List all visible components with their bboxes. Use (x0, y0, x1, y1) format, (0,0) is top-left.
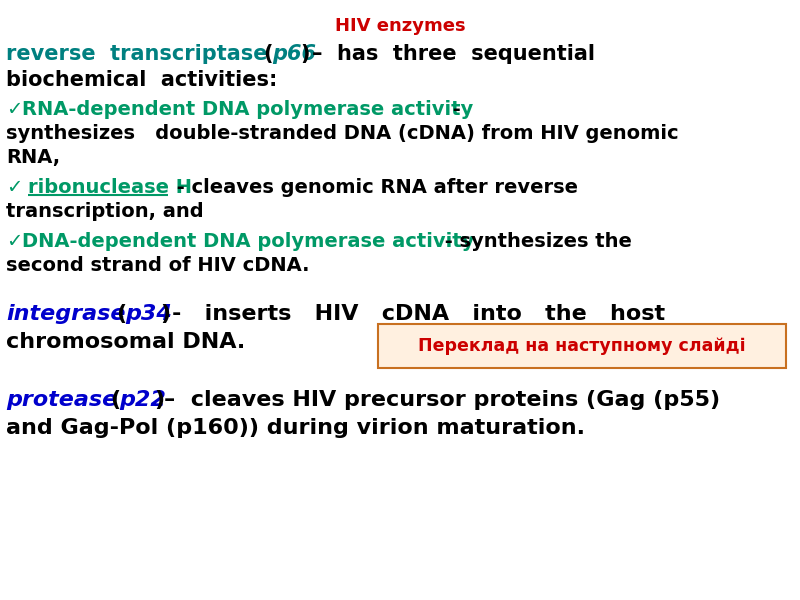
Text: synthesizes   double-stranded DNA (cDNA) from HIV genomic: synthesizes double-stranded DNA (cDNA) f… (6, 124, 678, 143)
Text: chromosomal DNA.: chromosomal DNA. (6, 332, 246, 352)
Text: ✓: ✓ (6, 100, 22, 119)
Text: RNA-dependent DNA polymerase activity: RNA-dependent DNA polymerase activity (22, 100, 474, 119)
Text: ): ) (154, 390, 164, 410)
Text: -   inserts   HIV   cDNA   into   the   host: - inserts HIV cDNA into the host (172, 304, 665, 324)
Text: (: ( (110, 390, 120, 410)
Text: -: - (446, 100, 461, 119)
Text: - cleaves genomic RNA after reverse: - cleaves genomic RNA after reverse (170, 178, 578, 197)
Text: p66: p66 (272, 44, 316, 64)
Text: - synthesizes the: - synthesizes the (438, 232, 632, 251)
Text: p22: p22 (119, 390, 166, 410)
Text: –  cleaves HIV precursor proteins (Gag (p55): – cleaves HIV precursor proteins (Gag (p… (164, 390, 720, 410)
Text: biochemical  activities:: biochemical activities: (6, 70, 278, 90)
Text: –  has  three  sequential: – has three sequential (312, 44, 595, 64)
Text: (: ( (263, 44, 273, 64)
Text: reverse  transcriptase: reverse transcriptase (6, 44, 267, 64)
Text: ✓: ✓ (6, 232, 22, 251)
FancyBboxPatch shape (378, 324, 786, 368)
Text: integrase: integrase (6, 304, 126, 324)
Text: p34: p34 (125, 304, 172, 324)
Text: ribonuclease H: ribonuclease H (28, 178, 192, 197)
Text: second strand of HIV cDNA.: second strand of HIV cDNA. (6, 256, 310, 275)
Text: RNA,: RNA, (6, 148, 60, 167)
Text: protease: protease (6, 390, 118, 410)
Text: ): ) (160, 304, 170, 324)
Text: HIV enzymes: HIV enzymes (334, 17, 466, 35)
Text: Переклад на наступному слайді: Переклад на наступному слайді (418, 337, 746, 355)
Text: ✓: ✓ (6, 178, 22, 197)
Text: DNA-dependent DNA polymerase activity: DNA-dependent DNA polymerase activity (22, 232, 474, 251)
Text: ): ) (300, 44, 310, 64)
Text: and Gag-Pol (p160)) during virion maturation.: and Gag-Pol (p160)) during virion matura… (6, 418, 585, 438)
Text: (: ( (116, 304, 126, 324)
Text: transcription, and: transcription, and (6, 202, 204, 221)
